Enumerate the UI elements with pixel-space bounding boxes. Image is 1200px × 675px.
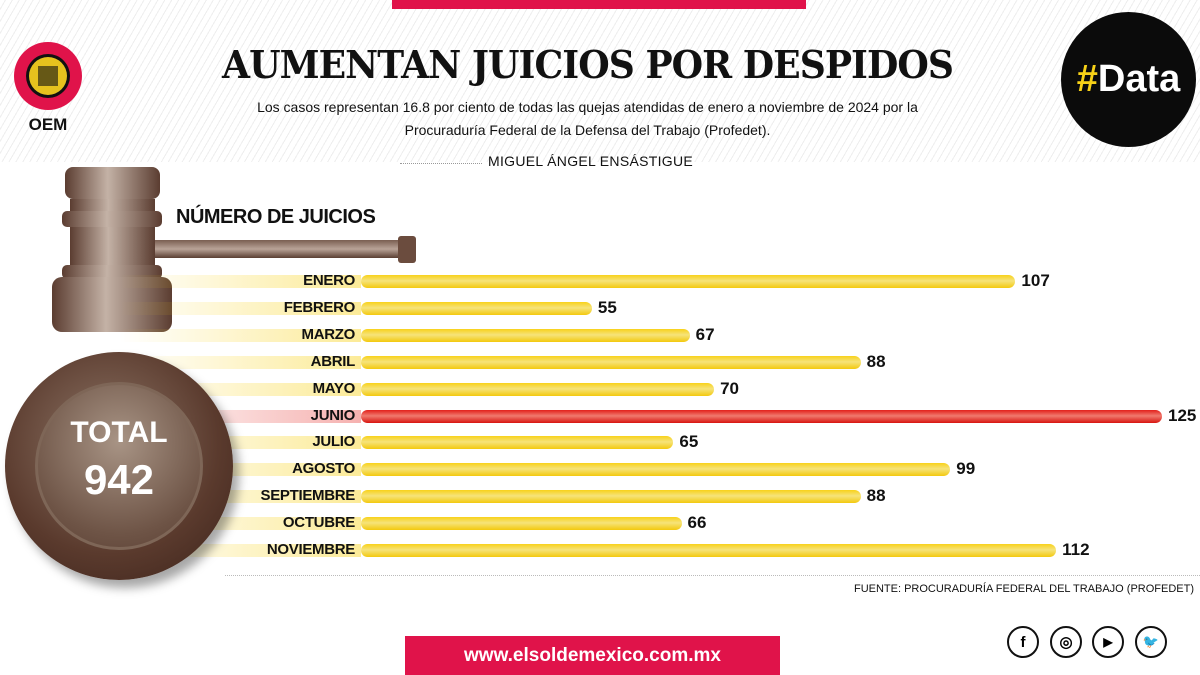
- bar-category-label: MARZO: [301, 325, 356, 343]
- gavel-icon: [52, 167, 416, 332]
- chart-title: NÚMERO DE JUICIOS: [176, 206, 376, 228]
- bar-value-label: 70: [720, 378, 739, 398]
- bar-value-label: 65: [679, 432, 699, 452]
- youtube-icon[interactable]: ▶: [1092, 626, 1124, 658]
- bar-category-label: ENERO: [303, 272, 355, 289]
- bar-category-label: JULIO: [312, 433, 355, 451]
- bar-value-label: 67: [695, 324, 715, 344]
- data-badge: # Data: [1061, 12, 1196, 147]
- total-circle: TOTAL 942: [5, 352, 233, 580]
- bar-category-label: AGOSTO: [292, 460, 355, 478]
- bar: [361, 328, 690, 342]
- bar-value-label: 99: [956, 459, 976, 479]
- svg-text:OEM: OEM: [29, 115, 68, 132]
- instagram-icon[interactable]: ◎: [1050, 626, 1082, 658]
- bar: [361, 436, 674, 450]
- bar-value-label: 107: [1021, 271, 1050, 290]
- oem-logo: OEM: [14, 42, 82, 132]
- total-label: TOTAL: [70, 416, 168, 449]
- bar-fade: [120, 355, 361, 369]
- bar-category-label: ABRIL: [310, 352, 356, 370]
- facebook-icon[interactable]: f: [1007, 626, 1039, 658]
- bar-category-label: NOVIEMBRE: [266, 541, 355, 558]
- divider: [400, 163, 482, 164]
- subtitle-line-1: Los casos representan 16.8 por ciento de…: [257, 99, 918, 115]
- bar: [361, 544, 1057, 557]
- bar: [361, 517, 682, 531]
- bar-category-label: SEPTIEMBRE: [260, 487, 355, 505]
- bar: [361, 382, 715, 396]
- bar: [361, 301, 592, 315]
- bar-row: SEPTIEMBRE 88: [0, 486, 1200, 506]
- bar-value-label: 112: [1062, 540, 1090, 559]
- bar-category-label: MAYO: [312, 379, 356, 397]
- subtitle-line-2: Procuraduría Federal de la Defensa del T…: [404, 122, 771, 138]
- bar-value-label: 125: [1168, 405, 1197, 425]
- bar-row: JULIO 65: [0, 432, 1200, 452]
- bar-row: ABRIL 88: [0, 351, 1200, 371]
- bar: [361, 275, 1016, 288]
- bar-row: ENERO 107: [0, 271, 1200, 290]
- bar-row: MARZO 67: [0, 324, 1200, 344]
- bar-value-label: 66: [687, 513, 707, 533]
- bar-fade: [120, 275, 361, 288]
- bar-value-label: 88: [866, 351, 886, 371]
- author: MIGUEL ÁNGEL ENSÁSTIGUE: [488, 153, 694, 169]
- page-title: AUMENTAN JUICIOS POR DESPIDOS: [222, 42, 954, 87]
- bar-value-label: 88: [866, 486, 886, 506]
- bar-row: FEBRERO 55: [0, 297, 1200, 317]
- bar: [361, 490, 861, 504]
- bar-category-label: OCTUBRE: [282, 514, 355, 532]
- top-accent-bar: [392, 0, 806, 9]
- bar-value-label: 55: [597, 297, 617, 317]
- total-value: 942: [83, 456, 155, 503]
- bar-category-label: FEBRERO: [283, 298, 356, 316]
- footer-divider: [225, 575, 1200, 576]
- bar: [361, 409, 1162, 423]
- bar: [361, 463, 951, 477]
- source-note: FUENTE: PROCURADURÍA FEDERAL DEL TRABAJO…: [853, 583, 1194, 595]
- bar-row: OCTUBRE 66: [0, 513, 1200, 533]
- bar-category-label: JUNIO: [310, 406, 356, 424]
- bar: [361, 355, 861, 369]
- website-link[interactable]: www.elsoldemexico.com.mx: [405, 636, 780, 675]
- twitter-icon[interactable]: 🐦: [1135, 626, 1167, 658]
- header-background: [0, 0, 1200, 162]
- bar-fade: [120, 301, 361, 315]
- bar-fade: [120, 328, 361, 342]
